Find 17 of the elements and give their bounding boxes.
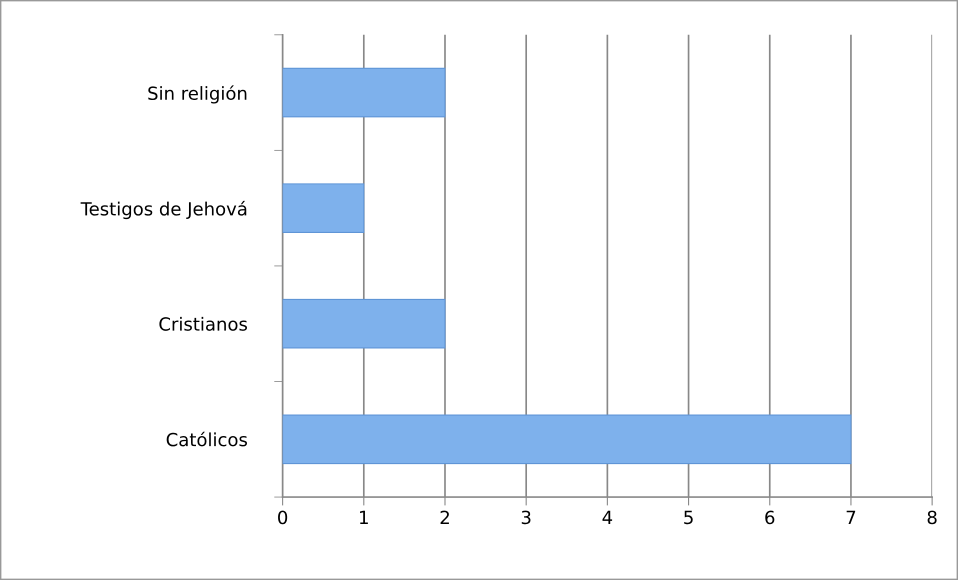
y-tick-label: Sin religión xyxy=(148,85,246,104)
bar xyxy=(282,183,364,233)
x-tick-label: 1 xyxy=(360,510,368,524)
y-tick-label: Testigos de Jehová xyxy=(80,200,246,220)
x-tick-label: 8 xyxy=(928,510,937,524)
x-tick-label: 3 xyxy=(522,510,530,524)
x-tick-label: 5 xyxy=(684,510,693,524)
x-tick-label: 6 xyxy=(765,510,774,524)
x-tick-label: 0 xyxy=(278,510,288,524)
bar xyxy=(282,68,446,118)
y-tick-label: Católicos xyxy=(166,432,248,446)
bar xyxy=(282,414,852,464)
x-tick-label: 7 xyxy=(846,510,856,524)
x-tick-label: 4 xyxy=(602,510,612,524)
y-tick-label: Cristianos xyxy=(159,316,248,331)
x-tick-label: 2 xyxy=(440,510,449,524)
bar xyxy=(282,298,446,349)
